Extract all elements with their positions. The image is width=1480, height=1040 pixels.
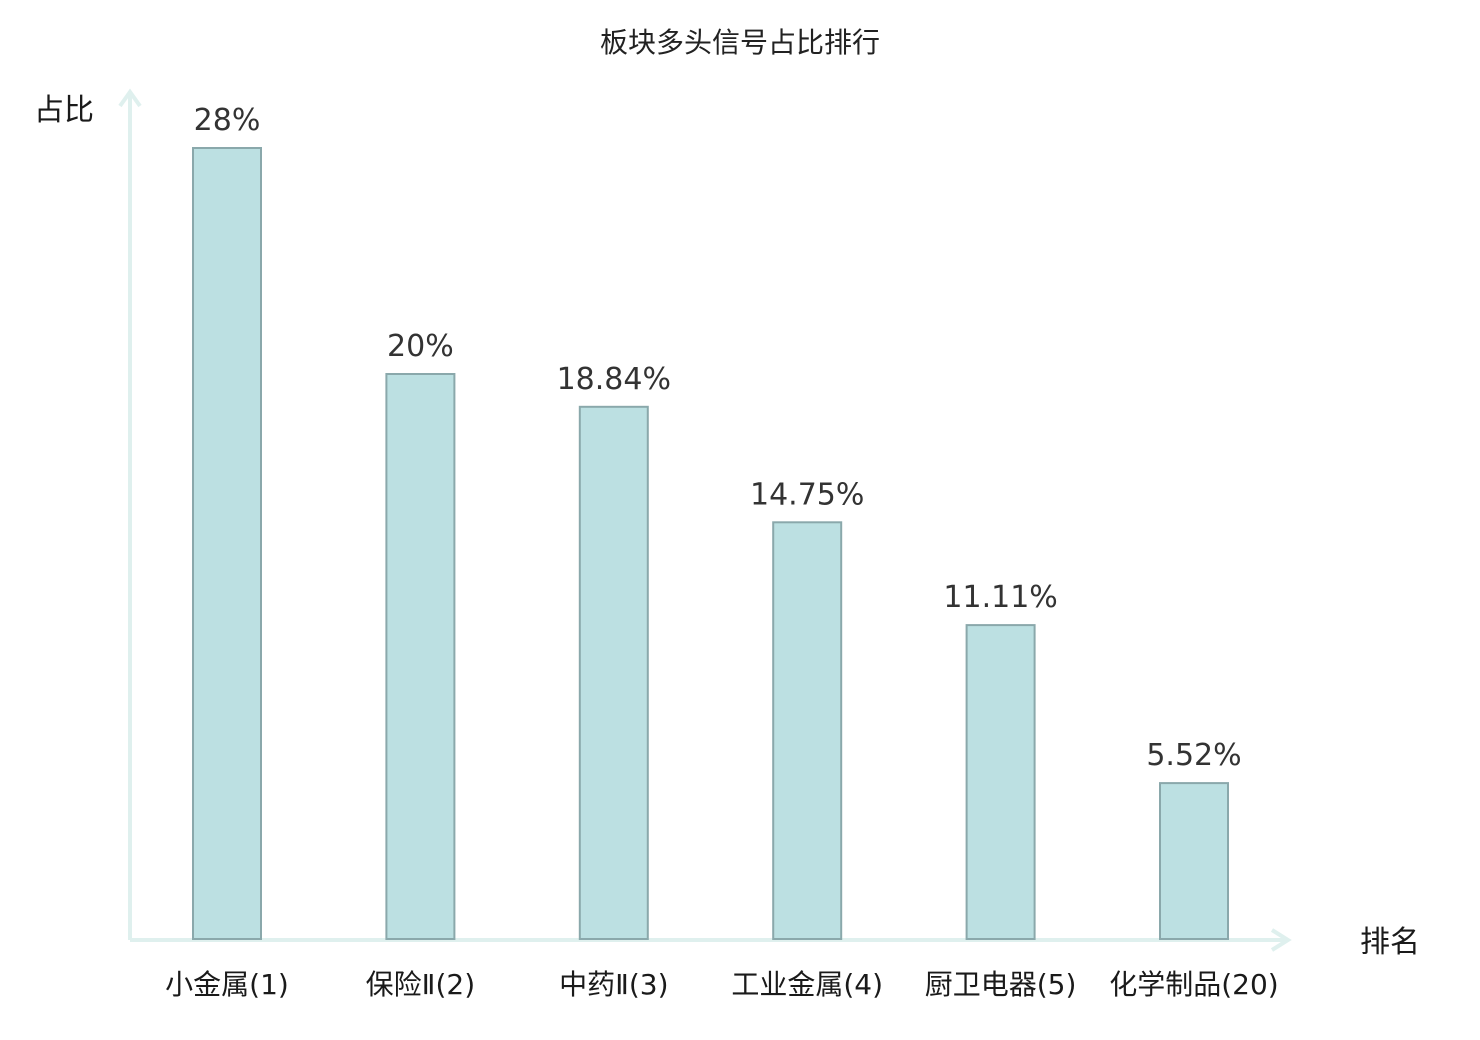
data-label: 11.11%	[943, 580, 1057, 615]
x-axis-arrow	[1270, 928, 1292, 952]
bar	[772, 521, 843, 940]
x-axis-label: 排名	[1360, 925, 1420, 960]
y-axis-label: 占比	[34, 93, 94, 128]
data-label: 5.52%	[1146, 738, 1241, 773]
tick-label: 厨卫电器(5)	[925, 968, 1077, 1001]
data-label: 14.75%	[750, 477, 864, 512]
data-label: 28%	[194, 103, 261, 138]
tick-label: 工业金属(4)	[731, 968, 883, 1001]
y-axis-arrow	[118, 88, 142, 108]
bar	[578, 405, 649, 940]
bars-group	[192, 147, 1229, 940]
tick-label: 小金属(1)	[165, 968, 289, 1001]
tick-label: 中药Ⅱ(3)	[559, 968, 668, 1001]
data-label: 20%	[387, 329, 454, 364]
category-labels-group: 小金属(1) 保险Ⅱ(2) 中药Ⅱ(3) 工业金属(4) 厨卫电器(5) 化学制品(20)	[165, 968, 1279, 1001]
tick-label: 化学制品(20)	[1109, 968, 1278, 1001]
tick-label: 保险Ⅱ(2)	[366, 968, 475, 1001]
data-label: 18.84%	[557, 362, 671, 397]
bar	[192, 147, 262, 940]
bar	[1159, 782, 1229, 940]
bar	[965, 624, 1036, 940]
bar	[385, 373, 456, 940]
chart-title: 板块多头信号占比排行	[600, 26, 880, 59]
value-labels-group: 28% 20% 18.84% 14.75% 11.11% 5.52%	[194, 103, 1242, 773]
